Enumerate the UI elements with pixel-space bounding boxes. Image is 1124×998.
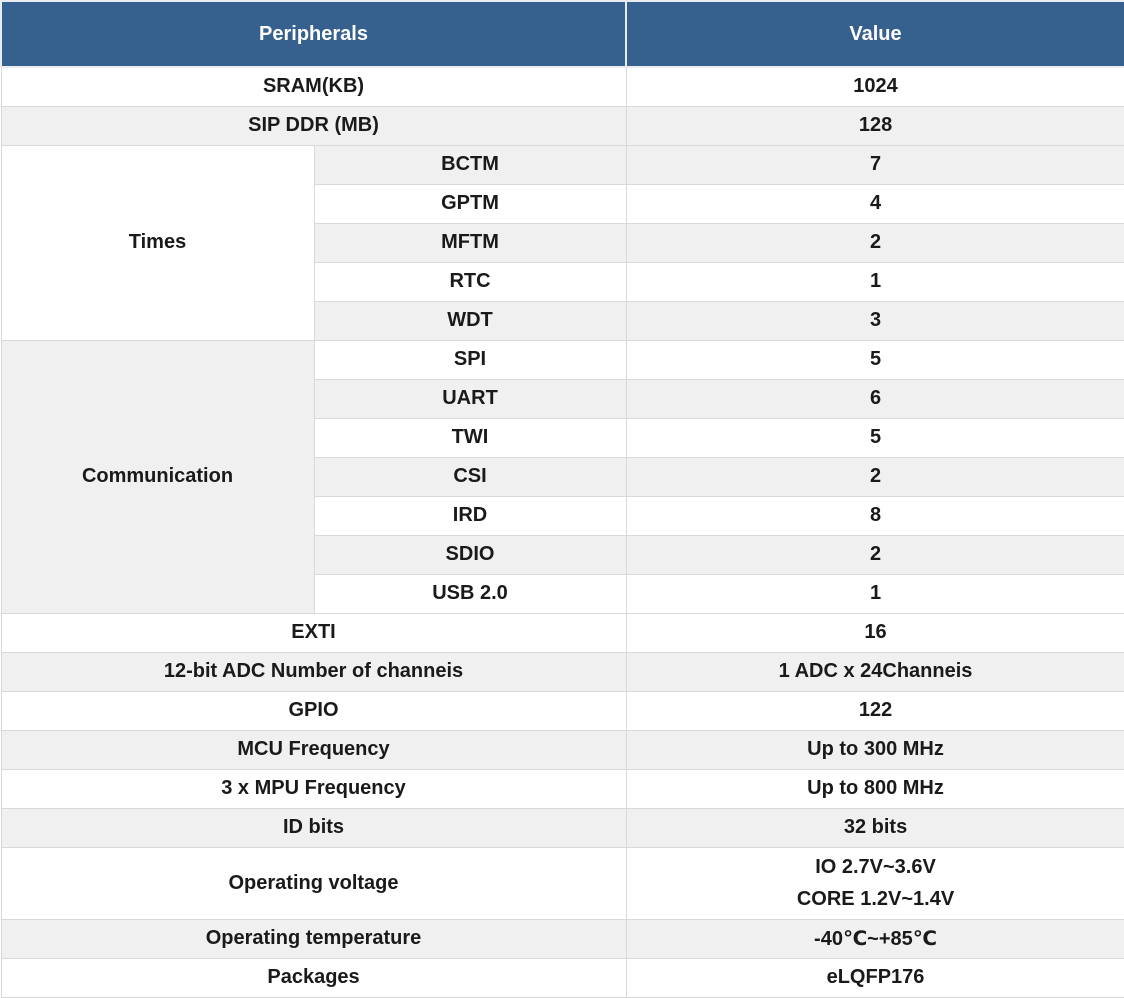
row-value: 32 bits	[625, 807, 1124, 848]
table-row-sram: SRAM(KB) 1024	[0, 66, 1124, 107]
row-value: 2	[625, 456, 1124, 497]
row-value: 1 ADC x 24Channeis	[625, 651, 1124, 692]
row-value: 2	[625, 534, 1124, 575]
table-row-uart: UART 6	[1, 378, 1124, 419]
row-value: 8	[625, 495, 1124, 536]
table-row-temperature: Operating temperature -40℃~+85℃	[0, 918, 1124, 959]
row-value: 4	[625, 183, 1124, 224]
table-row-exti: EXTI 16	[0, 612, 1124, 653]
row-value: 3	[625, 300, 1124, 341]
table-row-sipddr: SIP DDR (MB) 128	[0, 105, 1124, 146]
row-label: TWI	[313, 417, 627, 458]
table-row-adc: 12-bit ADC Number of channeis 1 ADC x 24…	[0, 651, 1124, 692]
row-label: Operating temperature	[0, 918, 627, 959]
table-row-twi: TWI 5	[1, 417, 1124, 458]
column-header-value: Value	[625, 0, 1124, 68]
row-value: eLQFP176	[625, 957, 1124, 998]
row-label: MCU Frequency	[0, 729, 627, 770]
row-label: SRAM(KB)	[0, 66, 627, 107]
row-value: 5	[625, 417, 1124, 458]
table-row-rtc: RTC 1	[1, 261, 1124, 302]
table-row-csi: CSI 2	[1, 456, 1124, 497]
row-label: UART	[313, 378, 627, 419]
table-header-row: Peripherals Value	[0, 0, 1124, 68]
row-value: 122	[625, 690, 1124, 731]
voltage-core-line: CORE 1.2V~1.4V	[796, 888, 955, 910]
row-label: CSI	[313, 456, 627, 497]
table-row-packages: Packages eLQFP176	[0, 957, 1124, 998]
row-value: -40℃~+85℃	[625, 918, 1124, 959]
row-label: EXTI	[0, 612, 627, 653]
row-value: 5	[625, 339, 1124, 380]
row-label: 3 x MPU Frequency	[0, 768, 627, 809]
row-label: SIP DDR (MB)	[0, 105, 627, 146]
column-header-peripherals: Peripherals	[0, 0, 628, 68]
row-label: RTC	[313, 261, 627, 302]
row-label: GPTM	[313, 183, 627, 224]
table-row-sdio: SDIO 2	[1, 534, 1124, 575]
table-row-spi: Communication SPI 5	[0, 339, 1124, 614]
row-label: Operating voltage	[0, 846, 627, 920]
row-label: ID bits	[0, 807, 627, 848]
row-label: IRD	[313, 495, 627, 536]
row-label: USB 2.0	[313, 573, 627, 614]
row-value: 7	[625, 144, 1124, 185]
row-value: 16	[625, 612, 1124, 653]
row-label: WDT	[313, 300, 627, 341]
row-value: IO 2.7V~3.6V CORE 1.2V~1.4V	[625, 846, 1124, 920]
group-label-times: Times	[0, 144, 315, 341]
row-value: Up to 800 MHz	[625, 768, 1124, 809]
row-value: 128	[625, 105, 1124, 146]
row-label: BCTM	[313, 144, 627, 185]
row-label: Packages	[0, 957, 627, 998]
voltage-io-line: IO 2.7V~3.6V	[815, 856, 936, 878]
row-value: 1	[625, 573, 1124, 614]
table-row-mpu-freq: 3 x MPU Frequency Up to 800 MHz	[0, 768, 1124, 809]
table-row-gpio: GPIO 122	[0, 690, 1124, 731]
group-label-communication: Communication	[0, 339, 315, 614]
row-value: 1	[625, 261, 1124, 302]
table-row-mcu-freq: MCU Frequency Up to 300 MHz	[0, 729, 1124, 770]
row-value: 1024	[625, 66, 1124, 107]
row-value: 2	[625, 222, 1124, 263]
table-row-ird: IRD 8	[1, 495, 1124, 536]
table-row-usb: USB 2.0 1	[1, 573, 1124, 614]
table-row-voltage: Operating voltage IO 2.7V~3.6V CORE 1.2V…	[0, 846, 1124, 920]
row-label: SDIO	[313, 534, 627, 575]
table-row-wdt: WDT 3	[1, 300, 1124, 341]
row-value: 6	[625, 378, 1124, 419]
table-row-id-bits: ID bits 32 bits	[0, 807, 1124, 848]
row-value: Up to 300 MHz	[625, 729, 1124, 770]
row-label: MFTM	[313, 222, 627, 263]
row-label: SPI	[313, 339, 627, 380]
row-label: 12-bit ADC Number of channeis	[0, 651, 627, 692]
row-label: GPIO	[0, 690, 627, 731]
table-row-bctm: Times BCTM 7	[0, 144, 1124, 341]
